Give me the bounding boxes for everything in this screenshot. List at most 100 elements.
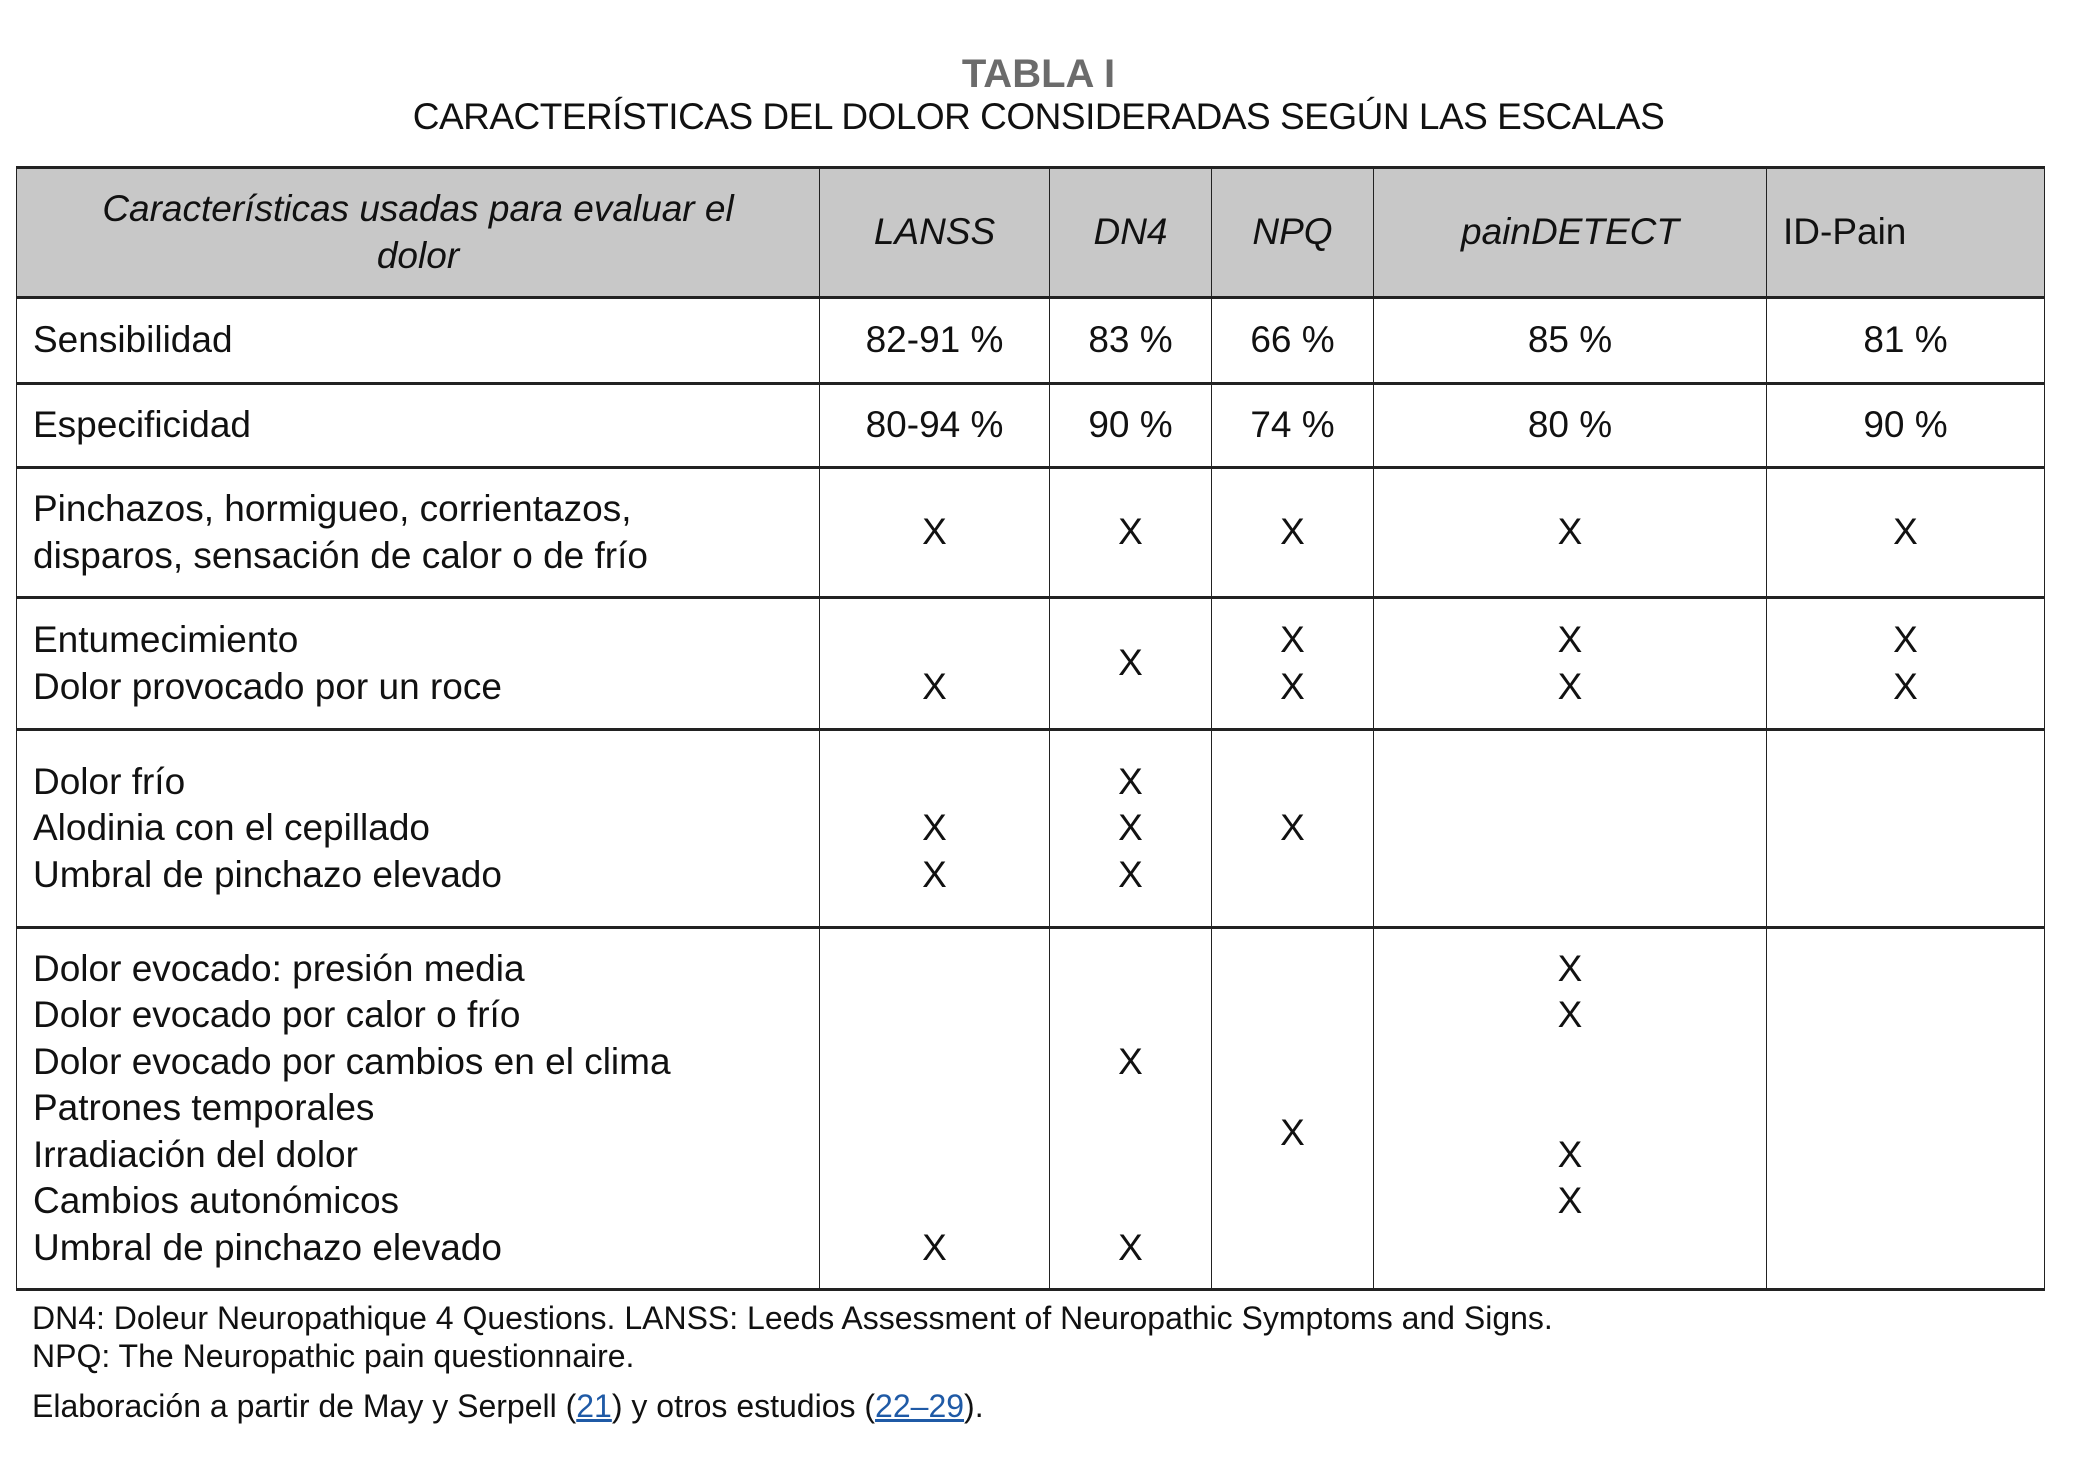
row-label-line: Dolor frío [33, 760, 186, 802]
cell-value: X [922, 1226, 947, 1268]
cell-value: X [1280, 807, 1305, 849]
row-label: Dolor evocado: presión media Dolor evocad… [16, 926, 820, 1291]
table-row: Dolor evocado: presión media Dolor evocad… [16, 926, 2045, 1291]
row-label-line: Dolor evocado por calor o frío [33, 994, 521, 1036]
cell-value: X [1280, 619, 1305, 660]
cell-lanss: X [819, 466, 1050, 599]
cell-value [836, 759, 1033, 806]
cell-value [1066, 992, 1195, 1039]
row-label-line: Dolor provocado por un roce [33, 665, 502, 707]
row-label-line: Pinchazos, hormigueo, corrientazos, [33, 488, 632, 529]
cell-value: X [922, 853, 947, 895]
cell-dn4: X [1049, 466, 1212, 599]
cell-paindetect: X [1373, 466, 1767, 599]
row-label-line: Dolor evocado por cambios en el clima [33, 1040, 671, 1082]
row-label-line: Alodinia con el cepillado [33, 807, 430, 849]
row-label: Dolor frío Alodinia con el cepillado Umbra… [16, 728, 820, 929]
cell-value [1066, 1132, 1195, 1179]
cell-value: X [1280, 1112, 1305, 1154]
cell-npq: 66 % [1211, 296, 1374, 385]
cell-dn4: 83 % [1049, 296, 1212, 385]
cell-value: X [1893, 619, 1918, 660]
header-npq: NPQ [1211, 166, 1374, 299]
row-label-line: Sensibilidad [33, 319, 233, 361]
cell-value [836, 1039, 1033, 1086]
row-label-line: Dolor evocado: presión media [33, 947, 525, 989]
cell-value: X [1118, 760, 1143, 802]
cell-value [836, 617, 1033, 664]
cell-value [1066, 946, 1195, 993]
cell-value: X [1280, 511, 1305, 553]
cell-value: 90 % [1863, 404, 1948, 446]
cell-value: X [1893, 511, 1918, 553]
header-paindetect: painDETECT [1373, 166, 1767, 299]
cell-paindetect: 85 % [1373, 296, 1767, 385]
cell-npq: 74 % [1211, 382, 1374, 469]
cell-value: X [1557, 1180, 1583, 1222]
cell-value: X [922, 511, 947, 553]
cell-paindetect: 80 % [1373, 382, 1767, 469]
cell-value: 80-94 % [865, 404, 1004, 446]
footnote-abbreviations-1: DN4: Doleur Neuropathique 4 Questions. L… [32, 1300, 1553, 1336]
row-label-line: Especificidad [33, 404, 252, 446]
footnote-source: Elaboración a partir de May y Serpell (2… [32, 1388, 984, 1425]
cell-paindetect [1373, 728, 1767, 929]
row-label-line: disparos, sensación de calor o de frío [33, 534, 648, 576]
table-row: Entumecimiento Dolor provocado por un roc… [16, 596, 2045, 731]
cell-value: X [1557, 994, 1583, 1036]
cell-value: X [1118, 853, 1143, 895]
cell-value: X [1893, 665, 1918, 707]
pain-scales-table: Características usadas para evaluar el d… [16, 166, 2045, 1291]
row-label-line: Umbral de pinchazo elevado [33, 853, 502, 895]
row-label: Entumecimiento Dolor provocado por un roc… [16, 596, 820, 731]
cell-id-pain [1766, 926, 2045, 1291]
cell-value: 85 % [1527, 319, 1613, 361]
header-id-pain: ID-Pain [1766, 166, 2045, 299]
cell-value: X [1557, 1133, 1583, 1175]
cell-value: X [1118, 511, 1143, 553]
cell-value: X [922, 807, 947, 849]
cell-lanss: 82-91 % [819, 296, 1050, 385]
cell-value [836, 1178, 1033, 1225]
cell-value [1390, 1039, 1750, 1086]
row-label-line: Irradiación del dolor [33, 1133, 358, 1175]
row-label: Sensibilidad [16, 296, 820, 385]
cell-value: X [1118, 1226, 1143, 1268]
cell-value: 82-91 % [865, 319, 1004, 361]
cell-value [1066, 1178, 1195, 1225]
cell-value: X [1118, 642, 1143, 684]
table-row: Especificidad 80-94 % 90 % 74 % 80 % 90 % [16, 382, 2045, 469]
cell-value: X [1557, 665, 1583, 707]
table-row: Pinchazos, hormigueo, corrientazos, dispa… [16, 466, 2045, 599]
cell-id-pain [1766, 728, 2045, 929]
cell-value: 83 % [1088, 319, 1173, 361]
cell-value: X [1557, 511, 1583, 553]
cell-value: X [1280, 665, 1305, 707]
cell-value: 80 % [1527, 404, 1613, 446]
source-suffix: ). [964, 1388, 984, 1424]
cell-value [1390, 1225, 1750, 1272]
header-row: Características usadas para evaluar el d… [16, 166, 2045, 299]
cell-id-pain: 90 % [1766, 382, 2045, 469]
reference-link-21[interactable]: 21 [576, 1388, 612, 1424]
cell-value: 74 % [1250, 404, 1335, 446]
cell-value [1066, 1085, 1195, 1132]
reference-link-22-29[interactable]: 22–29 [875, 1388, 965, 1424]
cell-npq: X [1211, 728, 1374, 929]
cell-dn4: 90 % [1049, 382, 1212, 469]
row-label-line: Entumecimiento [33, 619, 299, 660]
cell-value: 81 % [1863, 319, 1948, 361]
cell-lanss: 80-94 % [819, 382, 1050, 469]
header-dn4: DN4 [1049, 166, 1212, 299]
cell-value [836, 1132, 1033, 1179]
cell-value [836, 992, 1033, 1039]
cell-dn4: X [1049, 596, 1212, 731]
cell-value [836, 946, 1033, 993]
row-label-line: Umbral de pinchazo elevado [33, 1226, 502, 1268]
